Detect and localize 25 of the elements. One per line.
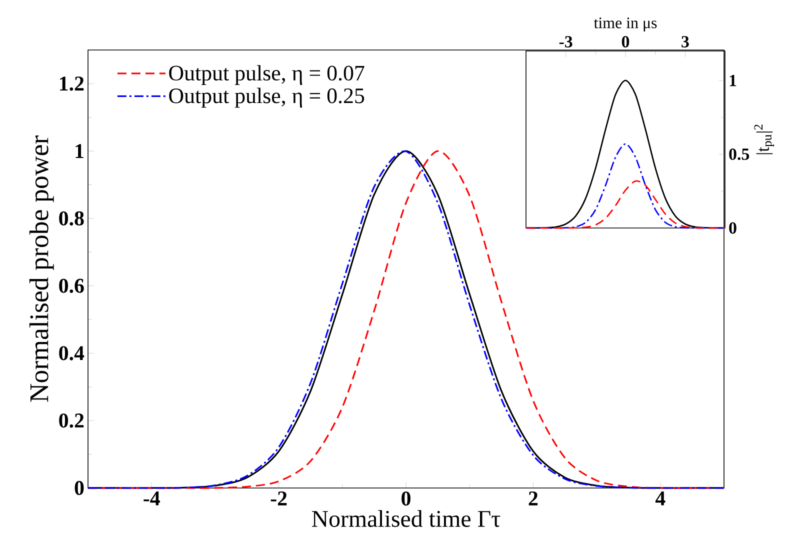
y-tick-label: 0.4	[59, 346, 84, 360]
y-tick-label: 0	[74, 480, 84, 496]
x-tick-label: 4	[655, 492, 666, 506]
y-tick-label: 0	[729, 222, 736, 234]
y-tick-label: 0.2	[59, 414, 84, 428]
x-axis-title: time in μs	[594, 18, 657, 32]
x-tick-label: -3	[559, 36, 572, 48]
y-axis-title: |t$_{pu}$|$^{2}$	[754, 124, 774, 154]
x-tick-label: -2	[270, 492, 287, 506]
x-tick-label: 2	[528, 492, 538, 506]
y-axis-title: Normalised probe power	[29, 136, 54, 402]
y-tick-label: 0.8	[59, 211, 84, 226]
x-tick-label: -4	[144, 492, 160, 506]
y-tick-label: 1.2	[60, 76, 84, 91]
x-tick-label: 0	[622, 36, 630, 48]
legend-label: Output pulse, η = 0.25	[169, 88, 364, 108]
y-tick-label: 0.5	[729, 148, 750, 160]
x-tick-label: 0	[402, 492, 410, 506]
legend-label: Output pulse, η = 0.07	[169, 65, 364, 85]
x-axis-title: Normalised time Γτ	[312, 510, 500, 527]
y-tick-label: 1	[76, 144, 84, 158]
y-tick-label: 1	[730, 74, 736, 86]
x-tick-label: 3	[682, 36, 689, 48]
line-series	[525, 180, 726, 229]
y-tick-label: 0.6	[59, 278, 84, 293]
